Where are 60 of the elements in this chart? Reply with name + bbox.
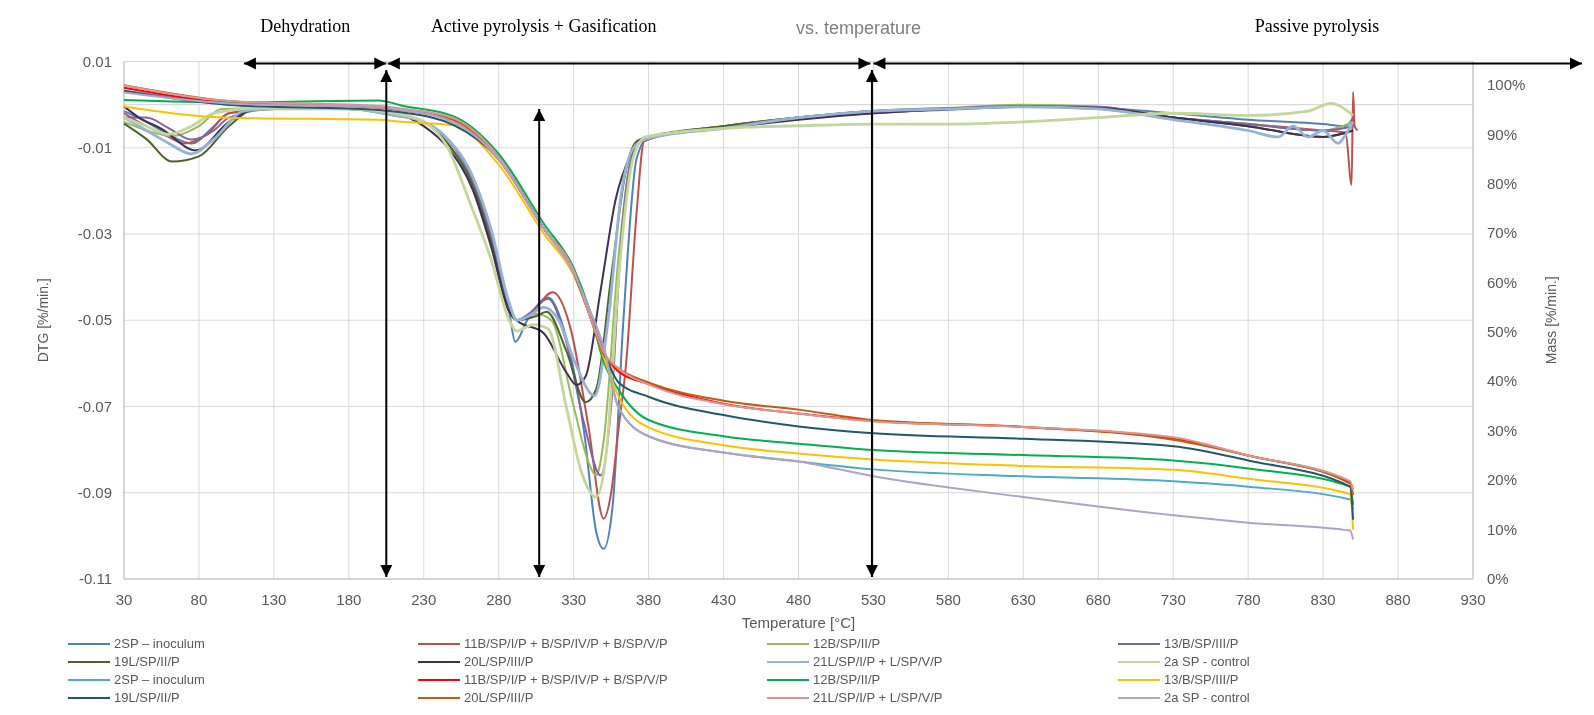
x-tick-label: 830 [1310,591,1336,608]
chart-title: vs. temperature [795,18,921,38]
legend-label: 19L/SP/II/P [114,690,180,705]
y-tick-label: -0.09 [77,483,112,501]
x-tick-label: 730 [1160,591,1186,608]
y-axis-title: DTG [%/min.] [35,278,51,363]
text: Passive pyrolysis [1254,16,1380,36]
legend-label: 13/B/SP/III/P [1164,672,1239,687]
y2-tick-label: 100% [1487,76,1526,94]
x-tick-label: 680 [1085,591,1111,608]
x-tick-label: 780 [1235,591,1261,608]
x-tick-label: 580 [935,591,961,608]
legend-label: 11B/SP/I/P + B/SP/IV/P + B/SP/V/P [464,636,668,651]
x-tick-label: 380 [636,591,662,608]
x-axis-title: Temperature [°C] [741,614,856,631]
legend-label: 2SP – inoculum [114,672,205,687]
legend-label: 12B/SP/II/P [813,672,881,687]
y-tick-label: -0.01 [77,138,112,156]
x-tick-label: 430 [711,591,737,608]
x-tick-label: 130 [261,591,287,608]
y-tick-label: -0.05 [77,311,112,329]
y2-tick-label: 70% [1487,224,1518,242]
y2-tick-label: 0% [1487,570,1509,587]
x-tick-label: 280 [486,591,512,608]
x-tick-label: 530 [860,591,886,608]
text: Dehydration [260,16,351,36]
x-tick-label: 880 [1385,591,1411,608]
legend-label: 2a SP - control [1164,690,1250,705]
x-tick-label: 230 [411,591,437,608]
y2-tick-label: 90% [1487,125,1518,143]
x-tick-label: 80 [190,591,208,608]
y2-axis-title: Mass [%/min.] [1543,276,1559,365]
legend-label: 19L/SP/II/P [114,654,180,669]
legend-label: 11B/SP/I/P + B/SP/IV/P + B/SP/V/P [464,672,668,687]
y2-tick-label: 20% [1487,471,1518,489]
y2-tick-label: 60% [1487,273,1518,291]
x-tick-label: 930 [1460,591,1486,608]
legend-label: 2SP – inoculum [114,636,205,651]
y-tick-label: -0.07 [77,397,112,415]
y-tick-label: 0.01 [82,52,112,70]
y2-tick-label: 80% [1487,174,1518,192]
x-tick-label: 480 [785,591,812,608]
legend-label: 20L/SP/III/P [464,690,534,705]
legend-label: 12B/SP/II/P [813,636,881,651]
legend-label: 2a SP - control [1164,654,1250,669]
y2-tick-label: 40% [1487,372,1518,390]
y-tick-label: -0.11 [78,570,112,587]
legend-label: 20L/SP/III/P [464,654,534,669]
x-tick-label: 180 [336,591,362,608]
legend-label: 21L/SP/I/P + L/SP/V/P [813,654,943,669]
x-tick-label: 30 [115,591,133,608]
x-tick-label: 630 [1010,591,1036,608]
legend-label: 21L/SP/I/P + L/SP/V/P [813,690,943,705]
y2-tick-label: 30% [1487,421,1518,439]
x-tick-label: 330 [561,591,587,608]
legend-label: 13/B/SP/III/P [1164,636,1239,651]
y-tick-label: -0.03 [77,225,112,242]
y2-tick-label: 50% [1487,323,1518,341]
y2-tick-label: 10% [1487,520,1518,538]
text: Active pyrolysis + Gasification [430,16,657,36]
